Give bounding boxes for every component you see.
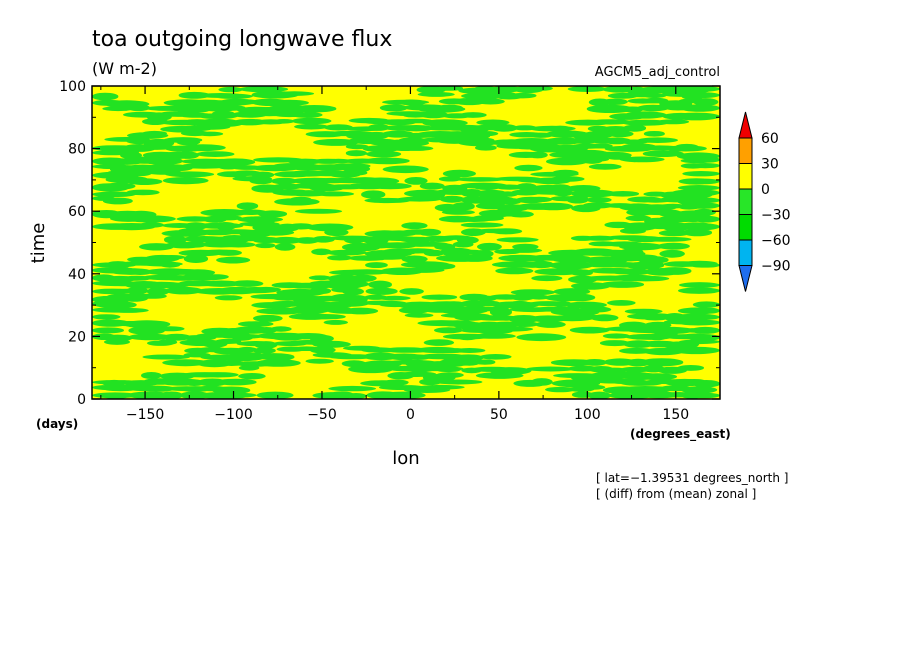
x-axis: −150 −100 −50 0 50 100 150 bbox=[100, 86, 721, 423]
x-axis-label: lon bbox=[392, 448, 419, 469]
colorbar-label: 0 bbox=[761, 182, 770, 198]
x-tick-label: −150 bbox=[126, 407, 164, 423]
y-tick-label: 20 bbox=[68, 329, 86, 345]
colorbar: −90 −60 −30 0 30 60 bbox=[738, 111, 791, 292]
plot-area bbox=[91, 85, 721, 400]
y-tick-label: 100 bbox=[59, 79, 86, 95]
x-tick-label: 150 bbox=[662, 407, 689, 423]
colorbar-label: −90 bbox=[761, 259, 791, 275]
colorbar-label: −60 bbox=[761, 233, 791, 249]
colorbar-label: 30 bbox=[761, 157, 779, 173]
y-tick-label: 40 bbox=[68, 267, 86, 283]
colorbar-box bbox=[738, 214, 753, 241]
colorbar-box bbox=[738, 188, 753, 215]
x-axis-units: (degrees_east) bbox=[630, 427, 731, 442]
colorbar-min-arrow bbox=[738, 265, 753, 292]
x-tick-label: 100 bbox=[574, 407, 601, 423]
note-diff: [ (diff) from (mean) zonal ] bbox=[596, 487, 756, 501]
y-axis: 0 20 40 60 80 100 bbox=[59, 79, 720, 408]
y-tick-label: 80 bbox=[68, 142, 86, 158]
x-tick-label: −50 bbox=[307, 407, 337, 423]
y-tick-label: 60 bbox=[68, 204, 86, 220]
dataset-label: AGCM5_adj_control bbox=[595, 65, 720, 80]
y-axis-label: time bbox=[28, 223, 49, 264]
chart-subtitle: (W m-2) bbox=[92, 59, 157, 78]
colorbar-box bbox=[738, 239, 753, 266]
negative-anomaly-regions bbox=[91, 85, 721, 400]
colorbar-box bbox=[738, 137, 753, 164]
x-tick-label: −100 bbox=[214, 407, 252, 423]
y-axis-units: (days) bbox=[36, 417, 78, 431]
chart-title: toa outgoing longwave flux bbox=[92, 27, 392, 52]
anomaly-field bbox=[91, 85, 721, 400]
x-tick-label: 50 bbox=[490, 407, 508, 423]
colorbar-label: 60 bbox=[761, 131, 779, 147]
note-latitude: [ lat=−1.39531 degrees_north ] bbox=[596, 471, 788, 485]
y-tick-label: 0 bbox=[77, 392, 86, 408]
colorbar-box bbox=[738, 163, 753, 190]
x-tick-label: 0 bbox=[406, 407, 415, 423]
colorbar-max-arrow bbox=[738, 111, 753, 139]
colorbar-label: −30 bbox=[761, 208, 791, 224]
